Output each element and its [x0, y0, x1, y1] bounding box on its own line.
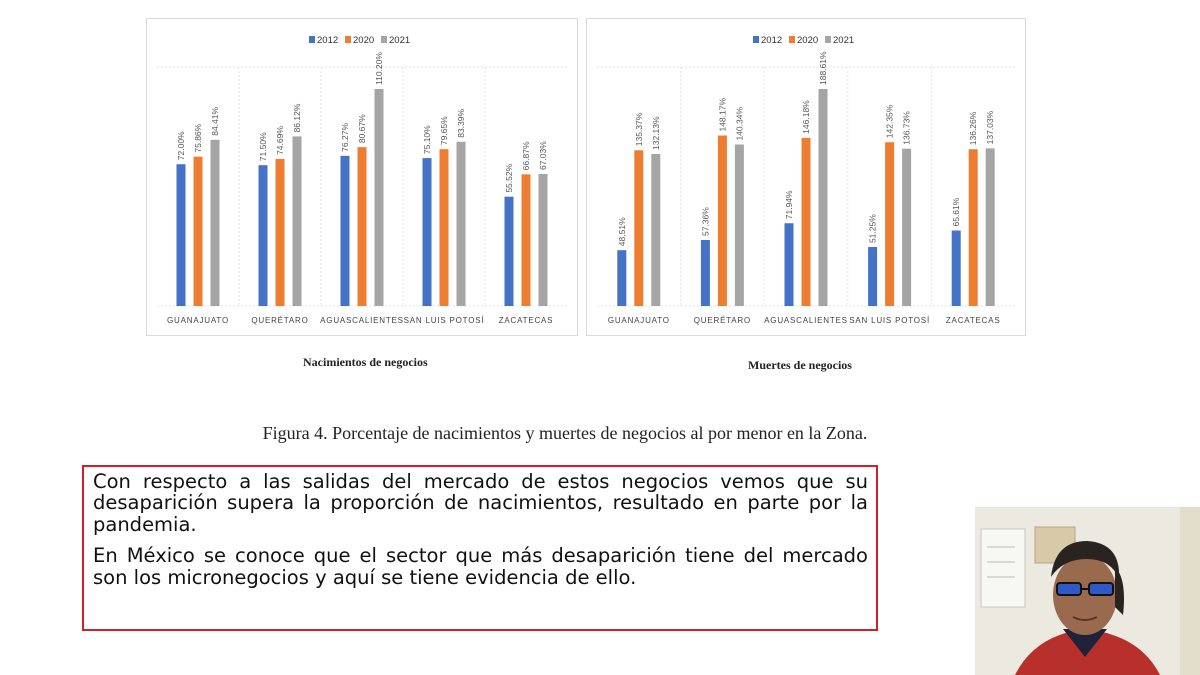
bar-2020-0 — [193, 156, 203, 306]
category-label-1: QUERÉTARO — [694, 316, 751, 325]
data-label-2020-0: 135.37% — [634, 112, 644, 146]
births-chart-subtitle: Nacimientos de negocios — [303, 355, 428, 369]
deaths-chart-subtitle: Muertes de negocios — [748, 358, 852, 372]
bar-2021-1 — [292, 136, 302, 306]
data-label-2012-2: 76.27% — [340, 123, 350, 152]
commentary-textbox: Con respecto a las salidas del mercado d… — [82, 465, 878, 631]
legend-swatch-2021 — [825, 36, 831, 43]
bar-2020-4 — [968, 149, 978, 306]
legend-swatch-2021 — [381, 36, 387, 43]
bar-2012-4 — [504, 196, 514, 306]
data-label-2012-0: 48.51% — [617, 217, 627, 246]
category-label-3: SAN LUIS POTOSÍ — [849, 316, 930, 325]
commentary-paragraph-2: En México se conoce que el sector que má… — [93, 544, 868, 589]
bar-2021-0 — [651, 153, 661, 306]
bar-2021-3 — [456, 141, 466, 306]
category-label-2: AGUASCALIENTES — [320, 316, 404, 325]
figure-caption: Figura 4. Porcentaje de nacimientos y mu… — [262, 423, 868, 443]
data-label-2021-0: 84.41% — [210, 107, 220, 136]
legend-label-2020: 2020 — [797, 35, 818, 46]
data-label-2020-0: 75.86% — [193, 123, 203, 152]
bar-2012-1 — [700, 240, 710, 306]
bar-2021-3 — [902, 148, 912, 306]
data-label-2021-2: 110.20% — [374, 52, 384, 85]
data-label-2021-2: 188.61% — [818, 51, 828, 85]
births-chart: 2012 2020 2021 72.00% 75.86% 84.41% GUANAJUATO… — [146, 18, 578, 336]
data-label-2012-4: 55.52% — [504, 163, 514, 192]
data-label-2021-1: 86.12% — [292, 103, 302, 132]
data-label-2012-1: 71.50% — [258, 132, 268, 161]
births-chart-svg: 2012 2020 2021 72.00% 75.86% 84.41% GUANAJUATO… — [157, 35, 567, 325]
data-label-2012-1: 57.36% — [700, 207, 710, 236]
data-label-2021-1: 140.34% — [734, 107, 744, 141]
bar-2020-3 — [885, 142, 895, 306]
category-label-3: SAN LUIS POTOSÍ — [404, 316, 485, 325]
bar-2012-3 — [868, 247, 878, 306]
data-label-2012-4: 65.61% — [951, 197, 961, 226]
deaths-chart: 2012 2020 2021 48.51% 135.37% 132.13% GUANAJUA… — [586, 18, 1026, 336]
bar-2021-0 — [210, 139, 220, 306]
bar-2012-0 — [176, 164, 186, 306]
category-label-2: AGUASCALIENTES — [764, 316, 848, 325]
data-label-2020-1: 74.69% — [275, 126, 285, 155]
presenter-webcam — [975, 507, 1200, 675]
bar-2021-4 — [985, 148, 995, 306]
category-label-4: ZACATECAS — [946, 316, 1001, 325]
bar-2012-4 — [951, 230, 961, 306]
bar-2021-2 — [374, 89, 384, 306]
data-label-2020-4: 66.87% — [521, 141, 531, 170]
legend-label-2020: 2020 — [353, 35, 374, 46]
bar-2021-2 — [818, 89, 828, 306]
legend-label-2012: 2012 — [317, 35, 338, 46]
data-label-2012-3: 51.25% — [868, 214, 878, 243]
category-label-0: GUANAJUATO — [167, 316, 229, 325]
legend-swatch-2020 — [789, 36, 795, 43]
bar-2012-0 — [617, 250, 627, 306]
legend-label-2012: 2012 — [761, 35, 782, 46]
bar-2021-1 — [734, 144, 744, 306]
bar-2012-2 — [784, 223, 794, 306]
data-label-2021-4: 137.03% — [985, 110, 995, 144]
data-label-2021-0: 132.13% — [651, 116, 661, 150]
data-label-2021-3: 136.73% — [902, 111, 912, 145]
category-label-1: QUERÉTARO — [251, 316, 308, 325]
data-label-2021-4: 67.03% — [538, 141, 548, 170]
bar-2020-4 — [521, 174, 531, 306]
bar-2020-2 — [801, 137, 811, 306]
bar-2012-3 — [422, 158, 432, 306]
legend-swatch-2012 — [309, 36, 315, 43]
legend-swatch-2020 — [345, 36, 351, 43]
data-label-2020-4: 136.26% — [968, 111, 978, 145]
data-label-2012-2: 71.94% — [784, 190, 794, 219]
data-label-2012-0: 72.00% — [176, 131, 186, 160]
commentary-paragraph-1: Con respecto a las salidas del mercado d… — [93, 470, 868, 536]
legend-label-2021: 2021 — [833, 35, 854, 46]
bar-2020-2 — [357, 147, 367, 306]
data-label-2020-2: 146.18% — [801, 100, 811, 134]
data-label-2020-1: 148.17% — [717, 98, 727, 132]
bar-2021-4 — [538, 174, 548, 306]
bar-2020-1 — [717, 135, 727, 306]
bar-2020-1 — [275, 158, 285, 306]
data-label-2020-3: 142.35% — [885, 104, 895, 138]
bar-2020-0 — [634, 150, 644, 306]
category-label-0: GUANAJUATO — [608, 316, 670, 325]
data-label-2021-3: 83.39% — [456, 109, 466, 138]
bar-2012-1 — [258, 165, 268, 306]
data-label-2012-3: 75.10% — [422, 125, 432, 154]
category-label-4: ZACATECAS — [499, 316, 554, 325]
legend-swatch-2012 — [753, 36, 759, 43]
presenter-webcam-icon — [975, 507, 1200, 675]
bar-2012-2 — [340, 155, 350, 306]
legend-label-2021: 2021 — [389, 35, 410, 46]
bar-2020-3 — [439, 149, 449, 306]
data-label-2020-2: 80.67% — [357, 114, 367, 143]
deaths-chart-svg: 2012 2020 2021 48.51% 135.37% 132.13% GUANAJUA… — [597, 35, 1015, 325]
data-label-2020-3: 79.65% — [439, 116, 449, 145]
